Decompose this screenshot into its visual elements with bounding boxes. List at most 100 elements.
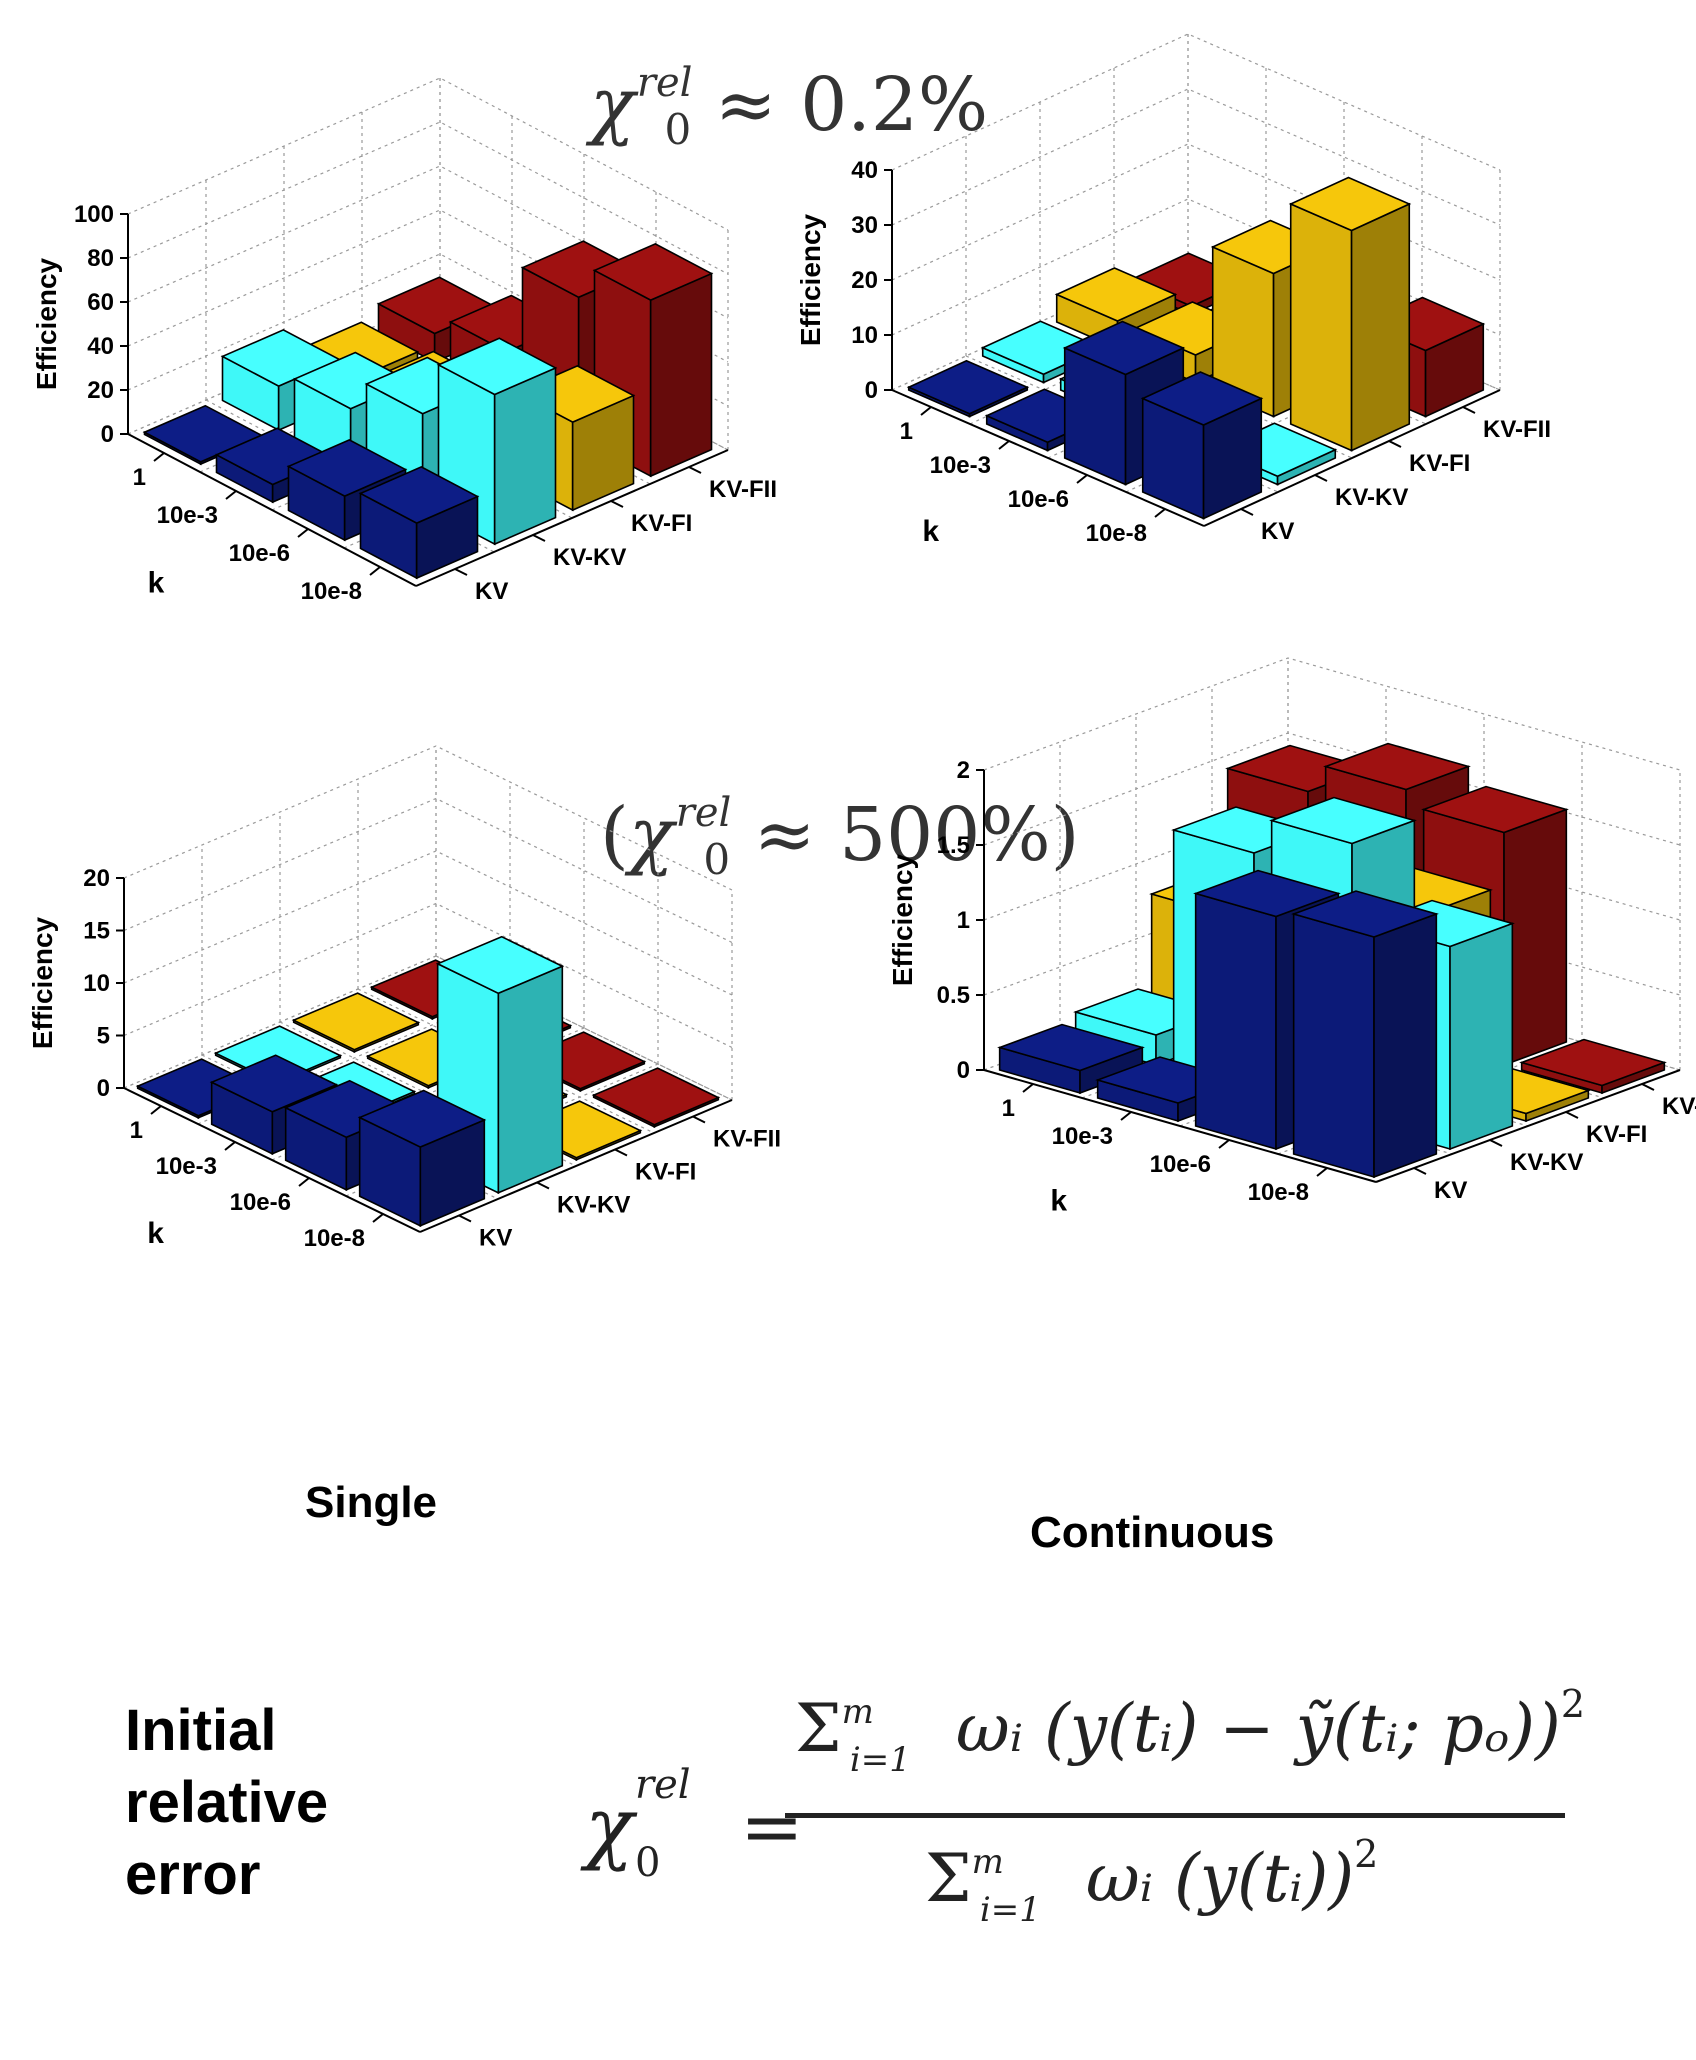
numerator-pow: 2 [1560, 1682, 1585, 1726]
formula-lhs: χ rel 0 [585, 1762, 691, 1886]
wall-grid-line [127, 253, 729, 407]
k-tick [224, 1141, 236, 1151]
k-tick-label: 10e-3 [1052, 1123, 1113, 1150]
heading-top-symbol: χ [590, 62, 635, 148]
chart-body: 0 20 40 60 80 100 Efficiency 1 10e-3 10e-6 10e-8 k K… [31, 77, 777, 605]
series-tick [1314, 474, 1328, 482]
series-tick-label: KV [479, 1225, 512, 1252]
k-axis-line [891, 389, 1205, 527]
bar-top-face [1062, 320, 1186, 376]
z-tick-label: 0.5 [937, 982, 970, 1009]
series-axis-line [1375, 1069, 1681, 1183]
bar-kv-3 [1140, 371, 1264, 520]
k-tick-label: 1 [130, 1117, 143, 1144]
heading-top: χrel0 ≈ 0.2% [590, 60, 988, 154]
bar-top-face [1269, 796, 1417, 845]
bar-side-face [1350, 202, 1411, 452]
z-tick-label: 10 [83, 970, 110, 997]
bar-top-face [906, 359, 1030, 415]
bar-kv-fii-3 [592, 243, 714, 478]
z-axis-title: Efficiency [887, 853, 918, 986]
series-tick-label: KV-FI [631, 510, 692, 537]
series-tick [1388, 440, 1402, 448]
bar-top-face [592, 243, 714, 301]
k-tick [998, 440, 1010, 450]
wall-grid-line [127, 121, 729, 275]
bar-kv-0 [997, 1023, 1145, 1095]
heading-top-sub: 0 [664, 105, 692, 154]
z-axis-title: Efficiency [31, 257, 62, 390]
k-axis-line [123, 1087, 421, 1233]
series-tick [688, 466, 702, 474]
bar-top-face [1193, 869, 1341, 918]
series-tick-label: KV-FI [1409, 450, 1470, 477]
bar-top-face [435, 935, 565, 995]
wall-grid-line [123, 745, 733, 891]
chart-body: 0 10 20 30 40 Efficiency 1 10e-3 10e-6 10e-8 k KV KV… [795, 33, 1551, 548]
wall-grid-line [127, 77, 729, 231]
series-tick-label: KV-FI [635, 1159, 696, 1186]
k-axis-title: k [147, 1217, 164, 1250]
bar-kv-3 [358, 466, 480, 580]
z-tick-label: 2 [957, 757, 970, 784]
bar-top-face [1140, 371, 1264, 426]
heading-middle-sub: 0 [703, 835, 731, 884]
z-tick-label: 0 [865, 377, 878, 404]
k-tick [1120, 1111, 1132, 1121]
bar-top-face [1519, 1038, 1667, 1087]
heading-middle-open: ( [600, 792, 629, 878]
floor-grid-line [357, 988, 655, 1134]
heading-middle-sup: rel [675, 790, 732, 836]
formula-fraction-bar [785, 1813, 1565, 1818]
formula-denominator: Σm i=1 ωᵢ (y(tᵢ))2 [925, 1832, 1525, 1930]
bar-side-face [1449, 922, 1514, 1151]
wall-grid-line [127, 165, 729, 319]
bar-kv-3 [357, 1089, 487, 1228]
k-axis-title: k [1050, 1184, 1067, 1217]
series-tick [454, 568, 468, 576]
series-tick [458, 1214, 472, 1223]
bar-side-face [497, 965, 564, 1194]
numerator-top: m [841, 1692, 874, 1732]
k-tick [225, 490, 237, 500]
bar-side-face [1373, 912, 1438, 1179]
bar-side-face [649, 272, 713, 478]
bar-top-face [291, 992, 421, 1051]
z-tick-label: 0 [957, 1057, 970, 1084]
bar-front-face [1292, 912, 1375, 1179]
formula-numerator: Σm i=1 ωᵢ (y(tᵢ) − ỹ(tᵢ; pₒ))2 [795, 1682, 1595, 1780]
k-tick [1022, 1083, 1034, 1093]
denominator-top: m [971, 1842, 1004, 1882]
z-tick-label: 10 [851, 322, 878, 349]
numerator-lim: i=1 [849, 1740, 911, 1780]
bar-top-face [1291, 890, 1439, 938]
series-tick-label: KV-FI [1586, 1121, 1647, 1148]
wall-grid-line [123, 902, 733, 1049]
caption-continuous: Continuous [1030, 1508, 1275, 1557]
bar-top-face [357, 1089, 487, 1148]
k-tick [297, 528, 309, 538]
heading-middle: (χrel0 ≈ 500%) [600, 790, 1080, 884]
bar-kv-kv-3 [436, 337, 558, 546]
series-axis-line [1203, 389, 1501, 527]
k-axis-line [983, 1069, 1377, 1183]
z-tick-label: 40 [851, 157, 878, 184]
bar-top-face [358, 466, 480, 524]
wall-grid-line [983, 657, 1681, 771]
z-axis-title: Efficiency [27, 916, 58, 1049]
k-tick [920, 406, 932, 416]
series-tick-label: KV-KV [553, 544, 626, 571]
bar-top-face [209, 1054, 339, 1113]
denominator-pow: 2 [1354, 1832, 1379, 1876]
k-tick [1218, 1139, 1230, 1149]
series-tick-label: KV-FII [713, 1126, 781, 1153]
series-tick [610, 500, 624, 508]
formula-equals: = [740, 1782, 804, 1871]
series-tick-label: KV-FII [1483, 416, 1551, 443]
bar-top-face [1323, 742, 1471, 791]
series-tick-label: KV-FI [1662, 1093, 1696, 1120]
k-tick [1076, 474, 1088, 484]
chart-body: 0 5 10 15 20 Efficiency 1 10e-3 10e-6 10e-8 k KV KV-… [27, 745, 781, 1252]
series-tick-label: KV-KV [1510, 1149, 1583, 1176]
k-tick-label: 10e-3 [930, 452, 991, 479]
